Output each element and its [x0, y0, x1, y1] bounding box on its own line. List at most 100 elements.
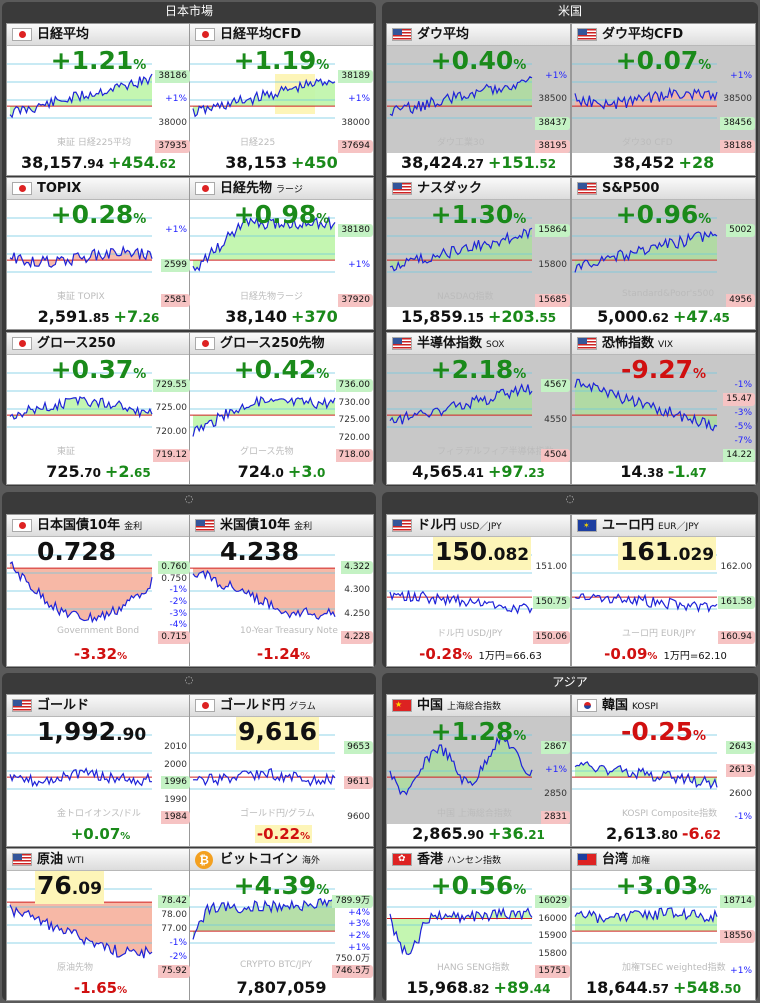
panel-title: グロース250先物: [220, 336, 325, 351]
axis-tag: -4%: [169, 620, 187, 630]
market-panel-dow_cfd[interactable]: ダウ平均CFD +0.07% 38,452 +28 ダウ30 CFD +1% 38500…: [571, 23, 756, 176]
price-chart: [190, 216, 336, 273]
yen-conversion: 1万円=62.10: [663, 651, 727, 662]
market-panel-nikkei_fut[interactable]: 日経先物 ラージ +0.98% 38,140 +370 日経先物ラージ 38180 +1%…: [189, 177, 374, 330]
price-chart: [572, 355, 755, 462]
axis-tag: 4956: [726, 294, 755, 307]
panel-title: 原油 WTI: [37, 852, 85, 867]
us-flag-icon: [392, 337, 412, 350]
change-value: +370: [290, 307, 338, 326]
market-panel-jgb10[interactable]: 日本国債10年 金利 0.728 -3.32% Government Bond 0.…: [6, 514, 191, 667]
panel-title: 韓国 KOSPI: [602, 698, 659, 713]
panel-title: ゴールド円 グラム: [220, 698, 316, 713]
axis-tag: 2581: [161, 294, 190, 307]
panel-title: ダウ平均CFD: [602, 27, 684, 42]
change-percent: +0.98%: [233, 200, 330, 229]
current-price: 38,157.94: [20, 153, 104, 172]
panel-footer: +0.07%: [7, 824, 190, 844]
panel-title: 恐怖指数 VIX: [602, 336, 673, 351]
axis-tag: 5002: [726, 224, 755, 237]
axis-tag: 78.00: [161, 910, 187, 920]
panel-title: ダウ平均: [417, 27, 470, 42]
market-panel-kospi[interactable]: 韓国 KOSPI -0.25% 2,613.80 -6.62 KOSPI Compos…: [571, 694, 756, 847]
axis-tag: 719.12: [152, 449, 190, 462]
market-panel-sp500[interactable]: S&P500 +0.96% 5,000.62 +47.45 Standard&Poo…: [571, 177, 756, 330]
axis-tag: 38500: [538, 94, 567, 104]
market-panel-taiwan[interactable]: 台湾 加権 +3.03% 18,644.57 +548.50 加権TSEC weigh…: [571, 848, 756, 1001]
drag-handle-icon[interactable]: ◌: [184, 494, 194, 505]
market-panel-gold_yen[interactable]: ゴールド円 グラム 9,616 -0.22% ゴールド円/グラム 9653 9611 9…: [189, 694, 374, 847]
axis-tag: -5%: [734, 422, 752, 432]
market-panel-usdjpy[interactable]: ドル円 USD／JPY 150.082 -0.28% 1万円=66.63 ドル円 U…: [386, 514, 571, 667]
axis-tag: +3%: [348, 919, 370, 929]
change-percent: +0.56%: [430, 871, 527, 900]
axis-tag: -3%: [734, 408, 752, 418]
market-panel-ust10[interactable]: 米国債10年 金利 4.238 -1.24% 10-Year Treasury N…: [189, 514, 374, 667]
axis-tag: 4.250: [344, 609, 370, 619]
drag-handle-icon[interactable]: ◌: [565, 494, 575, 505]
market-panel-wti[interactable]: 原油 WTI 76.09 -1.65% 原油先物 78.42 78.00 77.00 -1…: [6, 848, 191, 1001]
index-watermark: CRYPTO BTC/JPY: [240, 960, 313, 970]
market-panel-growth250_fut[interactable]: グロース250先物 +0.42% 724.0 +3.0 グロース先物 736.00 73…: [189, 332, 374, 485]
jp-flag-icon: [195, 337, 215, 350]
axis-tag: 15685: [535, 294, 570, 307]
change-percent: +3.03%: [615, 871, 712, 900]
index-watermark: 原油先物: [57, 963, 94, 973]
current-price: 38,140: [225, 307, 287, 326]
index-watermark: Standard&Poor's500: [622, 289, 715, 299]
market-panel-vix[interactable]: 恐怖指数 VIX -9.27% 14.38 -1.47 -1% 15.47 -3% -5% -…: [571, 332, 756, 485]
panel-footer: -1.65%: [7, 978, 190, 998]
market-panel-nikkei[interactable]: 日経平均 +1.21% 38,157.94 +454.62 東証 日経225平均 38…: [6, 23, 191, 176]
panel-title: 香港 ハンセン指数: [417, 852, 502, 867]
price-chart: [190, 554, 336, 620]
change-percent: +0.37%: [50, 355, 147, 384]
change-percent: -9.27%: [620, 355, 707, 384]
price-chart: [190, 888, 336, 944]
section-title-us: 米国: [557, 4, 582, 18]
jp-flag-icon: [195, 699, 215, 712]
panel-title: 日経平均: [37, 27, 90, 42]
market-panel-growth250[interactable]: グロース250 +0.37% 725.70 +2.65 東証 729.55 725.00…: [6, 332, 191, 485]
axis-tag: 2010: [164, 742, 187, 752]
panel-header: 米国債10年 金利: [190, 515, 373, 537]
market-panel-nasdaq[interactable]: ナスダック +1.30% 15,859.15 +203.55 NASDAQ指数 158…: [386, 177, 571, 330]
market-panel-dow[interactable]: ダウ平均 +0.40% 38,424.27 +151.52 ダウ工業30 +1% 385…: [386, 23, 571, 176]
price-chart: [387, 717, 570, 824]
axis-tag: 2600: [729, 789, 752, 799]
axis-tag: 746.5万: [332, 965, 373, 978]
panel-footer: 2,865.90 +36.21: [387, 824, 570, 844]
drag-handle-icon[interactable]: ◌: [184, 675, 194, 686]
market-panel-gold[interactable]: ゴールド 1,992.90 +0.07% 金トロイオンス/ドル 2010 2000 1…: [6, 694, 191, 847]
axis-tag: 2831: [541, 811, 570, 824]
market-panel-topix[interactable]: TOPIX +0.28% 2,591.85 +7.26 東証 TOPIX +1% 259…: [6, 177, 191, 330]
panel-title: ビットコイン 海外: [220, 852, 321, 867]
yen-conversion: 1万円=66.63: [478, 651, 542, 662]
axis-tag: 14.22: [723, 449, 755, 462]
market-panel-nikkei_cfd[interactable]: 日経平均CFD +1.19% 38,153 +450 日経225 38189 +1% 38…: [189, 23, 374, 176]
panel-footer: 15,968.82 +89.44: [387, 978, 570, 998]
market-panel-sox[interactable]: 半導体指数 SOX +2.18% 4,565.41 +97.23 フィラデルフィア半導…: [386, 332, 571, 485]
axis-tag: 1984: [161, 811, 190, 824]
current-price: 14.38: [620, 462, 664, 481]
axis-tag: 2867: [541, 741, 570, 754]
axis-tag: +4%: [348, 908, 370, 918]
change-value: +203.55: [487, 307, 557, 326]
panel-footer: -0.28% 1万円=66.63: [387, 644, 570, 664]
current-price: 15,859.15: [400, 307, 484, 326]
price-chart: [7, 63, 153, 119]
axis-tag: 15.47: [723, 393, 755, 406]
price-chart: [572, 46, 755, 153]
index-watermark: HANG SENG指数: [437, 963, 510, 973]
us-flag-icon: [12, 853, 32, 866]
change-percent: +4.39%: [233, 871, 330, 900]
price-chart: [572, 888, 718, 944]
panel-footer: -3.32%: [7, 644, 190, 664]
kr-flag-icon: [577, 699, 597, 712]
index-watermark: 日経先物ラージ: [240, 292, 303, 302]
change-value: +7.26: [113, 307, 160, 326]
